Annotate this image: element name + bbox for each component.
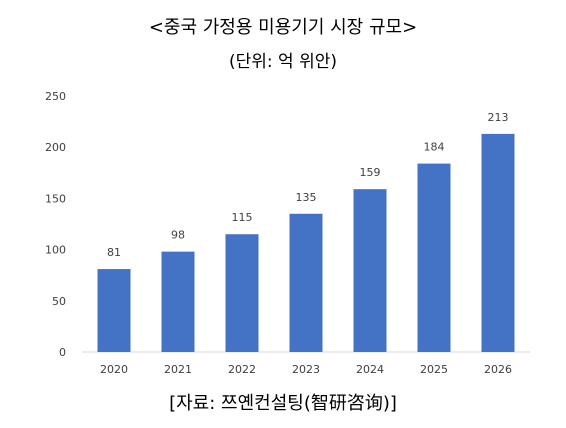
y-tick-label: 50	[52, 295, 66, 308]
y-tick-label: 100	[45, 244, 66, 257]
data-label-2020: 81	[107, 246, 121, 259]
data-label-2024: 159	[360, 166, 381, 179]
x-tick-label-2026: 2026	[484, 363, 512, 376]
bar-2022	[225, 234, 259, 352]
y-tick-label: 0	[59, 346, 66, 359]
data-label-2026: 213	[488, 111, 509, 124]
bar-2025	[417, 163, 451, 352]
data-label-2021: 98	[171, 229, 185, 242]
chart-subtitle: (단위: 억 위안)	[229, 52, 337, 72]
y-tick-label: 200	[45, 141, 66, 154]
x-axis: 2020 2021 2022 2023 2024 2025 2026	[100, 363, 512, 376]
data-label-2022: 115	[232, 211, 253, 224]
data-label-2023: 135	[296, 191, 317, 204]
chart-source-note: [자료: 쯔옌컨설팅(智研咨询)]	[169, 393, 397, 414]
bar-2024	[353, 189, 387, 352]
x-tick-label-2024: 2024	[356, 363, 384, 376]
y-tick-label: 250	[45, 90, 66, 103]
bar-2021	[161, 251, 195, 352]
y-tick-label: 150	[45, 192, 66, 205]
y-axis: 0 50 100 150 200 250	[45, 90, 66, 359]
bar-2023	[289, 213, 323, 352]
x-tick-label-2020: 2020	[100, 363, 128, 376]
bars	[97, 133, 515, 352]
x-tick-label-2022: 2022	[228, 363, 256, 376]
bar-data-labels: 81 98 115 135 159 184 213	[107, 111, 509, 259]
x-tick-label-2021: 2021	[164, 363, 192, 376]
data-label-2025: 184	[424, 141, 445, 154]
bar-2020	[97, 269, 131, 352]
x-tick-label-2025: 2025	[420, 363, 448, 376]
chart-title: <중국 가정용 미용기기 시장 규모>	[148, 17, 418, 38]
x-tick-label-2023: 2023	[292, 363, 320, 376]
bar-2026	[481, 133, 515, 352]
